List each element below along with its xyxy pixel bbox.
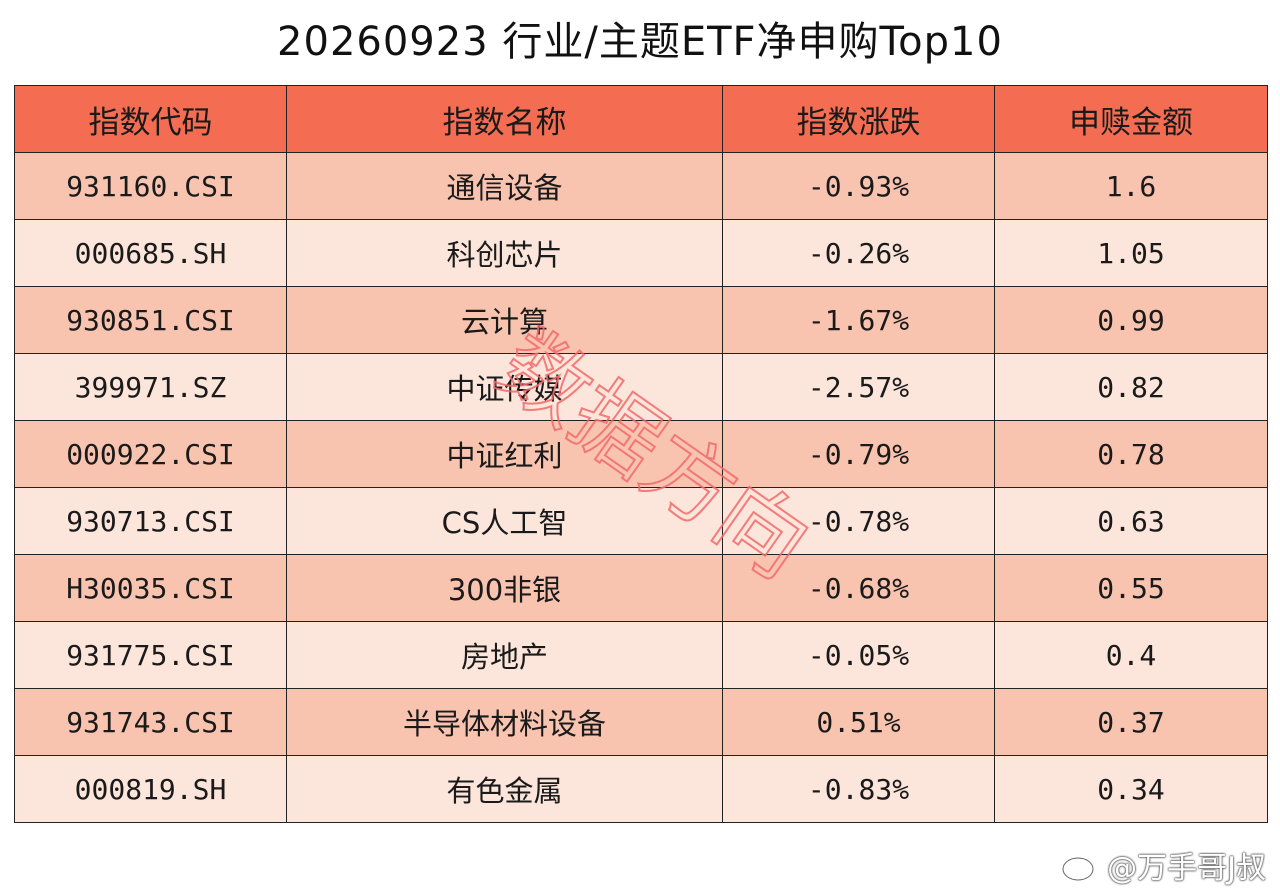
index-code-cell: 930851.CSI xyxy=(14,286,287,354)
index-change-cell: -2.57% xyxy=(722,353,995,421)
index-code-cell: 000922.CSI xyxy=(14,420,287,488)
table-header-row: 指数代码 指数名称 指数涨跌 申赎金额 xyxy=(14,85,1268,153)
table-body: 931160.CSI 通信设备 -0.93% 1.6 000685.SH 科创芯片 -0.2… xyxy=(14,152,1268,823)
weibo-logo-icon xyxy=(1061,850,1100,882)
flow-amount-cell: 1.6 xyxy=(994,152,1268,220)
index-code-cell: 931743.CSI xyxy=(14,688,287,756)
index-code-cell: H30035.CSI xyxy=(14,554,287,622)
column-header: 指数名称 xyxy=(286,85,723,153)
column-header: 申赎金额 xyxy=(994,85,1268,153)
index-change-cell: 0.51% xyxy=(722,688,995,756)
table-row: 930851.CSI 云计算 -1.67% 0.99 xyxy=(14,286,1268,354)
index-code-cell: 000819.SH xyxy=(14,755,287,823)
table-row: 000819.SH 有色金属 -0.83% 0.34 xyxy=(14,755,1268,823)
table-row: 931775.CSI 房地产 -0.05% 0.4 xyxy=(14,621,1268,689)
index-name-cell: 300非银 xyxy=(286,554,723,622)
index-change-cell: -0.05% xyxy=(722,621,995,689)
index-change-cell: -0.79% xyxy=(722,420,995,488)
index-name-cell: 通信设备 xyxy=(286,152,723,220)
index-name-cell: 科创芯片 xyxy=(286,219,723,287)
index-change-cell: -1.67% xyxy=(722,286,995,354)
table-row: H30035.CSI 300非银 -0.68% 0.55 xyxy=(14,554,1268,622)
flow-amount-cell: 0.55 xyxy=(994,554,1268,622)
index-name-cell: 半导体材料设备 xyxy=(286,688,723,756)
table-row: 931743.CSI 半导体材料设备 0.51% 0.37 xyxy=(14,688,1268,756)
flow-amount-cell: 0.37 xyxy=(994,688,1268,756)
index-name-cell: 房地产 xyxy=(286,621,723,689)
table-row: 000685.SH 科创芯片 -0.26% 1.05 xyxy=(14,219,1268,287)
table-row: 931160.CSI 通信设备 -0.93% 1.6 xyxy=(14,152,1268,220)
index-change-cell: -0.68% xyxy=(722,554,995,622)
index-change-cell: -0.78% xyxy=(722,487,995,555)
index-code-cell: 931775.CSI xyxy=(14,621,287,689)
weibo-watermark: @万手哥J叔 xyxy=(1061,845,1266,886)
flow-amount-cell: 0.82 xyxy=(994,353,1268,421)
weibo-handle: @万手哥J叔 xyxy=(1107,851,1266,886)
index-change-cell: -0.93% xyxy=(722,152,995,220)
chart-title: 20260923 行业/主题ETF净申购Top10 xyxy=(277,19,1003,65)
index-change-cell: -0.26% xyxy=(722,219,995,287)
index-name-cell: CS人工智 xyxy=(286,487,723,555)
flow-amount-cell: 0.4 xyxy=(994,621,1268,689)
index-name-cell: 中证传媒 xyxy=(286,353,723,421)
table-row: 000922.CSI 中证红利 -0.79% 0.78 xyxy=(14,420,1268,488)
index-code-cell: 399971.SZ xyxy=(14,353,287,421)
flow-amount-cell: 0.63 xyxy=(994,487,1268,555)
table-row: 930713.CSI CS人工智 -0.78% 0.63 xyxy=(14,487,1268,555)
index-code-cell: 931160.CSI xyxy=(14,152,287,220)
flow-amount-cell: 0.78 xyxy=(994,420,1268,488)
index-name-cell: 有色金属 xyxy=(286,755,723,823)
column-header: 指数涨跌 xyxy=(722,85,995,153)
index-change-cell: -0.83% xyxy=(722,755,995,823)
column-header: 指数代码 xyxy=(14,85,287,153)
index-name-cell: 中证红利 xyxy=(286,420,723,488)
index-name-cell: 云计算 xyxy=(286,286,723,354)
table-row: 399971.SZ 中证传媒 -2.57% 0.82 xyxy=(14,353,1268,421)
etf-table: 指数代码 指数名称 指数涨跌 申赎金额 931160.CSI 通信设备 -0.93% 1.6… xyxy=(14,85,1268,823)
index-code-cell: 930713.CSI xyxy=(14,487,287,555)
flow-amount-cell: 0.99 xyxy=(994,286,1268,354)
index-code-cell: 000685.SH xyxy=(14,219,287,287)
flow-amount-cell: 1.05 xyxy=(994,219,1268,287)
flow-amount-cell: 0.34 xyxy=(994,755,1268,823)
